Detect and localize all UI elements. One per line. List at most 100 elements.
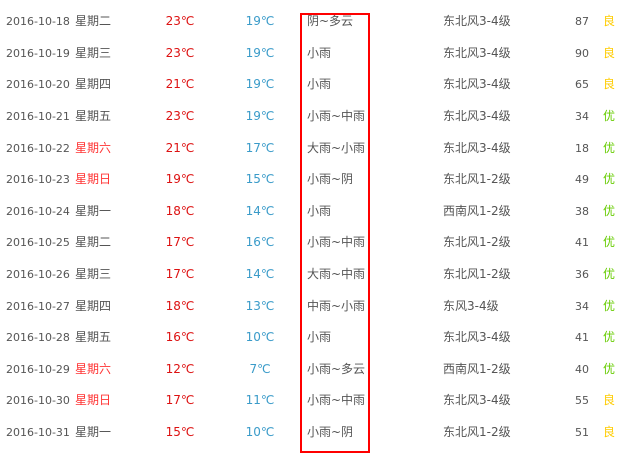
aqi-cell: 41 <box>575 331 589 345</box>
date-cell: 2016-10-31 <box>6 426 70 439</box>
weather-cell: 小雨~中雨 <box>307 393 366 408</box>
quality-cell: 优 <box>603 235 616 250</box>
weather-cell: 小雨~阴 <box>307 172 354 187</box>
aqi-cell: 36 <box>575 268 589 281</box>
table-row: 2016-10-28 星期五 16℃ 10℃ 小雨 东北风3-4级 41 优 <box>0 322 631 354</box>
aqi-cell: 55 <box>575 394 589 408</box>
high-cell: 17℃ <box>165 235 195 250</box>
date-cell: 2016-10-28 <box>6 331 70 345</box>
aqi-cell: 65 <box>575 78 589 92</box>
weather-cell: 小雨~中雨 <box>307 109 366 123</box>
low-cell: 14℃ <box>245 203 275 218</box>
quality-cell: 优 <box>603 172 616 187</box>
aqi-cell: 40 <box>575 362 589 376</box>
table-row: 2016-10-23 星期日 19℃ 15℃ 小雨~阴 东北风1-2级 49 优 <box>0 164 631 196</box>
weather-cell: 小雨 <box>307 45 332 60</box>
high-cell: 18℃ <box>165 298 195 313</box>
table-row: 2016-10-29 星期六 12℃ 7℃ 小雨~多云 西南风1-2级 40 优 <box>0 354 631 386</box>
wind-cell: 东北风3-4级 <box>443 14 511 29</box>
low-cell: 14℃ <box>245 267 275 281</box>
quality-cell: 良 <box>603 14 616 29</box>
weekday-cell: 星期三 <box>75 45 112 60</box>
date-cell: 2016-10-18 <box>6 15 70 29</box>
low-cell: 19℃ <box>245 14 275 29</box>
low-cell: 19℃ <box>245 45 275 60</box>
aqi-cell: 18 <box>575 141 589 155</box>
date-cell: 2016-10-26 <box>6 268 70 281</box>
quality-cell: 优 <box>603 267 616 281</box>
weekday-cell: 星期五 <box>75 109 112 123</box>
high-cell: 21℃ <box>165 77 195 92</box>
weather-cell: 中雨~小雨 <box>307 298 366 313</box>
table-row: 2016-10-24 星期一 18℃ 14℃ 小雨 西南风1-2级 38 优 <box>0 196 631 228</box>
quality-cell: 良 <box>603 393 616 408</box>
high-cell: 19℃ <box>165 172 195 187</box>
table-row: 2016-10-25 星期二 17℃ 16℃ 小雨~中雨 东北风1-2级 41 优 <box>0 227 631 259</box>
low-cell: 19℃ <box>245 77 275 92</box>
quality-cell: 优 <box>603 330 616 345</box>
high-cell: 17℃ <box>165 393 195 408</box>
date-cell: 2016-10-22 <box>6 141 70 155</box>
wind-cell: 东北风1-2级 <box>443 267 511 281</box>
weekday-cell: 星期二 <box>75 235 112 250</box>
high-cell: 16℃ <box>165 330 195 345</box>
aqi-cell: 38 <box>575 204 589 218</box>
date-cell: 2016-10-24 <box>6 204 70 218</box>
weekday-cell: 星期一 <box>75 203 112 218</box>
table-row: 2016-10-30 星期日 17℃ 11℃ 小雨~中雨 东北风3-4级 55 良 <box>0 385 631 417</box>
weather-column-highlight-box <box>300 13 370 453</box>
weekday-cell: 星期二 <box>75 14 112 29</box>
low-cell: 10℃ <box>245 330 275 345</box>
weather-cell: 小雨~中雨 <box>307 235 366 250</box>
weekday-cell: 星期三 <box>75 267 112 281</box>
aqi-cell: 49 <box>575 173 589 187</box>
table-row: 2016-10-18 星期二 23℃ 19℃ 阴~多云 东北风3-4级 87 良 <box>0 6 631 38</box>
low-cell: 11℃ <box>245 393 275 408</box>
weekday-cell: 星期四 <box>75 77 112 92</box>
low-cell: 15℃ <box>245 172 275 187</box>
weekday-cell: 星期六 <box>75 361 112 376</box>
aqi-cell: 34 <box>575 110 589 123</box>
wind-cell: 东北风3-4级 <box>443 77 511 92</box>
quality-cell: 优 <box>603 361 616 376</box>
high-cell: 17℃ <box>165 267 195 281</box>
high-cell: 23℃ <box>165 109 195 123</box>
weather-cell: 阴~多云 <box>307 14 354 29</box>
quality-cell: 良 <box>603 45 616 60</box>
wind-cell: 东北风1-2级 <box>443 172 511 187</box>
wind-cell: 东北风3-4级 <box>443 140 511 155</box>
high-cell: 23℃ <box>165 45 195 60</box>
date-cell: 2016-10-19 <box>6 46 70 60</box>
weekday-cell: 星期五 <box>75 330 112 345</box>
date-cell: 2016-10-30 <box>6 394 70 408</box>
aqi-cell: 34 <box>575 299 589 313</box>
aqi-cell: 51 <box>575 426 589 439</box>
table-row: 2016-10-20 星期四 21℃ 19℃ 小雨 东北风3-4级 65 良 <box>0 69 631 101</box>
weekday-cell: 星期六 <box>75 140 112 155</box>
aqi-cell: 41 <box>575 236 589 250</box>
wind-cell: 东北风1-2级 <box>443 235 511 250</box>
high-cell: 12℃ <box>165 361 195 376</box>
weekday-cell: 星期四 <box>75 298 112 313</box>
weekday-cell: 星期一 <box>75 425 112 439</box>
weather-cell: 小雨 <box>307 77 332 92</box>
weather-cell: 大雨~小雨 <box>307 140 366 155</box>
wind-cell: 西南风1-2级 <box>443 203 511 218</box>
wind-cell: 东北风3-4级 <box>443 393 511 408</box>
wind-cell: 东北风3-4级 <box>443 109 511 123</box>
weather-cell: 小雨 <box>307 203 332 218</box>
low-cell: 19℃ <box>245 109 275 123</box>
table-row: 2016-10-22 星期六 21℃ 17℃ 大雨~小雨 东北风3-4级 18 优 <box>0 133 631 165</box>
date-cell: 2016-10-25 <box>6 236 70 250</box>
weather-cell: 小雨 <box>307 330 332 345</box>
date-cell: 2016-10-29 <box>6 362 70 376</box>
low-cell: 10℃ <box>245 425 275 439</box>
wind-cell: 西南风1-2级 <box>443 361 511 376</box>
table-row: 2016-10-26 星期三 17℃ 14℃ 大雨~中雨 东北风1-2级 36 优 <box>0 259 631 291</box>
high-cell: 15℃ <box>165 425 195 439</box>
wind-cell: 东风3-4级 <box>443 298 499 313</box>
low-cell: 16℃ <box>245 235 275 250</box>
quality-cell: 优 <box>603 203 616 218</box>
low-cell: 13℃ <box>245 298 275 313</box>
high-cell: 21℃ <box>165 140 195 155</box>
